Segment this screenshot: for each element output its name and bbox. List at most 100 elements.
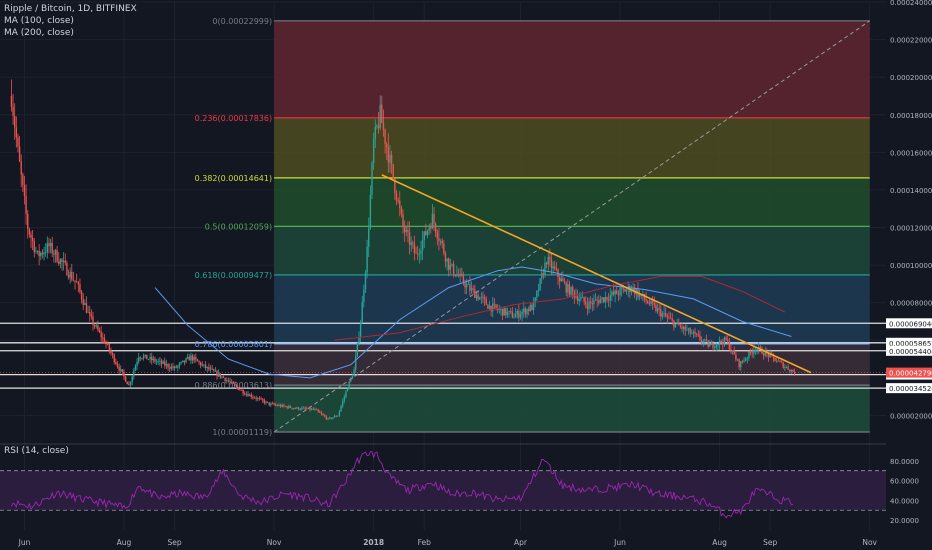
candle-body [144,354,146,357]
rsi-axis[interactable]: 80.0000 60.0000 40.0000 20.0000 [890,458,919,525]
candle-body [518,310,520,318]
price-candles [10,79,796,421]
candle-body [116,363,119,367]
candle-body [399,200,401,208]
candle-body [563,281,566,283]
candle-body [740,361,742,368]
price-tick-label: 0.00016000 [890,149,932,157]
candle-body [324,415,326,417]
candle-body [363,289,365,302]
candle-body [332,417,334,419]
candle-body [751,352,753,354]
candle-body [441,240,443,244]
candle-body [723,337,726,345]
fib-zone [274,177,870,227]
candle-body [774,357,776,362]
candle-body [178,363,181,366]
candle-body [650,300,652,305]
candle-body [498,309,500,311]
candle-body [408,231,411,245]
ma200-legend: MA (200, close) [4,28,74,38]
candle-body [154,358,156,362]
candle-body [394,178,396,193]
candle-body [350,378,352,382]
candle-body [487,304,489,309]
fib-level-label: 0.5(0.00012059) [205,222,272,231]
candle-body [110,350,112,354]
candle-body [307,407,310,409]
candle-body [61,259,63,262]
level-price-tag [886,318,932,329]
candle-body [250,394,252,398]
candle-body [421,240,424,251]
candle-body [129,381,132,385]
candle-body [214,371,217,372]
candle-body [71,271,73,280]
candle-body [526,309,528,315]
candle-body [541,273,543,279]
candle-body [374,126,376,140]
candle-body [170,366,173,369]
candle-body [49,242,52,247]
candle-body [397,200,399,202]
horizontal-lines[interactable] [0,322,886,389]
candle-body [603,297,605,303]
candle-body [213,369,215,372]
candle-body [261,398,264,401]
candle-body [465,284,468,288]
candle-body [480,296,483,298]
candle-body [351,376,354,379]
candle-body [785,366,788,368]
candle-body [604,297,607,303]
candle-body [319,411,321,413]
candle-body [588,301,590,309]
candle-body [609,295,611,301]
candle-body [789,369,791,372]
candle-body [164,361,166,366]
price-tick-label: 0.00022000 [890,37,932,45]
candle-body [738,359,740,368]
candle-body [151,356,153,361]
candle-body [704,339,706,341]
time-axis[interactable]: Jun Aug Sep Nov 2018 Feb Apr Jun Aug Sep Nov [18,538,878,547]
candle-body [415,252,417,254]
candle-body [542,273,545,276]
chart-title: Ripple / Bitcoin, 1D, BITFINEX [4,4,137,14]
candle-body [361,301,363,324]
rsi-tick-label: 40.0000 [890,497,919,505]
candle-body [705,339,708,341]
candle-body [299,409,301,411]
candle-body [593,300,595,305]
candle-body [565,282,567,293]
candle-body [712,343,714,348]
fib-level-label: 0.236(0.00017836) [195,114,273,123]
candle-body [495,304,497,308]
candle-body [682,326,685,330]
candle-body [253,397,256,399]
candle-body [638,293,641,297]
fib-level-label: 1(0.00001119) [212,428,272,437]
candle-body [578,299,580,302]
candle-body [748,351,750,358]
candle-body [769,353,771,358]
candle-body [780,361,783,363]
candle-body [317,409,319,412]
fib-zone [274,117,870,178]
candle-body [523,308,525,312]
candle-body [142,356,145,359]
price-axis[interactable]: 0.00024000 0.00022000 0.00020000 0.00018000… [886,0,932,420]
candle-body [454,274,456,276]
candle-body [558,277,561,282]
candle-body [208,366,210,370]
candle-body [31,237,34,241]
candle-body [128,384,130,386]
candle-body [444,253,447,262]
time-tick-label: Aug [117,538,132,547]
candle-body [190,355,192,361]
candle-body [619,288,621,296]
drawn-lines[interactable] [273,20,870,433]
candle-body [289,406,292,408]
candle-body [617,294,620,296]
candle-body [426,230,429,235]
